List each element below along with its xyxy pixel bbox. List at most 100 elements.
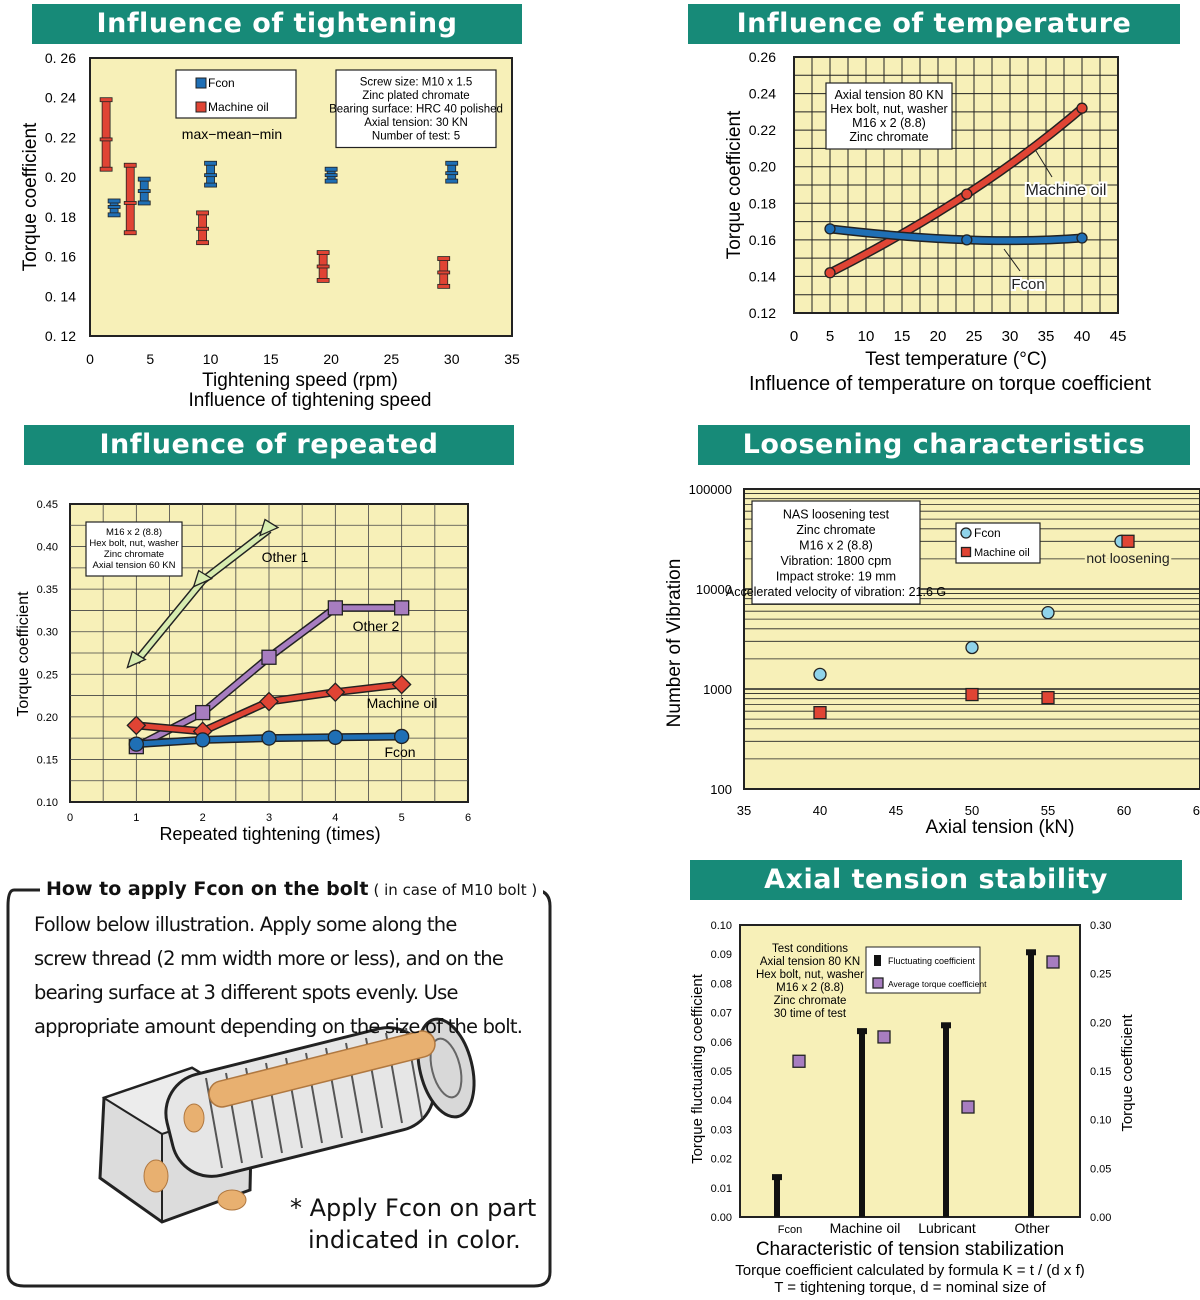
y-tick-label: 0. 24: [45, 90, 76, 106]
x-tick-label: 1: [133, 812, 139, 824]
data-point-machine-oil: [1121, 534, 1135, 548]
x-tick-label: 20: [930, 328, 947, 345]
y2-tick-label: 0.15: [1090, 1066, 1111, 1078]
data-point-machine-oil: [965, 687, 979, 702]
mean-mark: [324, 173, 338, 178]
x-tick-label: 30: [1002, 328, 1019, 345]
formula-note: Torque coefficient calculated by formula…: [735, 1262, 1084, 1279]
legend-marker: [960, 527, 972, 539]
y-axis-label: Torque coefficient: [724, 110, 745, 259]
legend-marker: [872, 977, 884, 989]
howto-title-row: How to apply Fcon on the bolt ( in case …: [40, 878, 544, 900]
x-tick-label: 35: [737, 803, 751, 818]
y-tick-label: 0. 18: [45, 209, 76, 225]
series-label-fcon: Fcon: [1011, 276, 1044, 293]
info-line: M16 x 2 (8.8): [852, 116, 926, 130]
info-line: Zinc plated chromate: [362, 90, 469, 102]
y-tick-label: 0.08: [711, 978, 732, 990]
legend-label: Machine oil: [208, 100, 269, 114]
info-line: Axial tension 80 KN: [760, 956, 860, 968]
data-point-fcon: [1041, 606, 1055, 620]
data-point: [258, 518, 280, 537]
y-tick-label: 0.05: [711, 1066, 732, 1078]
data-point: [394, 728, 410, 745]
x-tick-label: 15: [263, 351, 279, 367]
y-tick-label: 0. 22: [45, 129, 76, 145]
category-label: Machine oil: [830, 1220, 901, 1236]
y-tick-label: 0. 12: [45, 328, 76, 344]
y-tick-label: 0.40: [37, 542, 58, 554]
y2-tick-label: 0.30: [1090, 920, 1111, 932]
banner-loosening: Loosening characteristics: [698, 425, 1190, 465]
legend-marker: [960, 546, 972, 558]
y-tick-label: 0.00: [711, 1212, 732, 1224]
banner-temperature: Influence of temperature: [688, 4, 1180, 44]
y2-tick-label: 0.20: [1090, 1017, 1111, 1029]
series-label-other-1: Other 1: [262, 549, 309, 565]
y-tick-label: 0. 14: [45, 288, 76, 304]
y-tick-label: 0. 20: [45, 169, 76, 185]
y-tick-label: 0.09: [711, 949, 732, 961]
x-axis-label: Repeated tightening (times): [159, 824, 380, 844]
y-tick-label: 0.04: [711, 1095, 732, 1107]
info-box: [85, 521, 183, 577]
y-tick-label: 0.35: [37, 584, 58, 596]
data-point-machine-oil: [1041, 690, 1055, 705]
x-tick-label: 25: [384, 351, 400, 367]
data-point: [195, 704, 211, 721]
bolt-illustration: [98, 1017, 476, 1224]
info-line: Accelerated velocity of vibration: 21.6 …: [726, 585, 946, 599]
bar-fluctuating: [1028, 951, 1034, 1217]
chart-loosening: 100 1000 10000 100000 35 40 45 50 55 60 65 Axial te…: [664, 482, 1200, 838]
error-cap-max: [137, 176, 151, 182]
error-cap-min: [123, 230, 137, 236]
error-cap-min: [196, 240, 209, 246]
data-point: [126, 650, 147, 669]
info-line: Hex bolt, nut, washer: [830, 102, 947, 116]
howto-panel: How to apply Fcon on the bolt ( in case …: [6, 878, 552, 1290]
howto-note: * Apply Fcon on part indicated in color.: [290, 1192, 536, 1256]
error-cap-max: [324, 166, 338, 172]
data-point: [391, 674, 412, 695]
x-tick-label: 40: [813, 803, 827, 818]
error-cap-max: [437, 256, 451, 261]
x-tick-label: 55: [1041, 803, 1055, 818]
legend-label: Machine oil: [974, 547, 1030, 559]
x-tick-label: 25: [966, 328, 983, 345]
mean-mark: [137, 189, 151, 193]
info-line: Axial tension: 30 KN: [364, 117, 468, 129]
y-tick-label: 0.01: [711, 1183, 732, 1195]
y-tick-label: 0.03: [711, 1124, 732, 1136]
howto-note-line: * Apply Fcon on part: [290, 1194, 537, 1222]
y2-tick-label: 0.10: [1090, 1115, 1111, 1127]
annotation: max−mean−min: [182, 126, 282, 142]
error-cap-min: [316, 277, 330, 283]
error-cap-max: [445, 160, 459, 166]
howto-line: bearing surface at 3 different spots eve…: [34, 981, 458, 1004]
howto-line: Follow below illustration. Apply some al…: [34, 913, 457, 936]
info-line: M16 x 2 (8.8): [799, 539, 873, 553]
chart-temperature: 0.12 0.14 0.16 0.18 0.20 0.22 0.24 0.26 0 5 10 15 20…: [724, 49, 1151, 395]
series-label-machine-oil: Machine oil: [367, 695, 438, 711]
legend-label: Average torque coefficient: [888, 979, 987, 989]
data-point: [961, 188, 973, 200]
info-line: Hex bolt, nut, washer: [756, 969, 864, 981]
info-line: Zinc chromate: [796, 523, 875, 537]
y-tick-label: 0.30: [37, 627, 58, 639]
y-tick-label: 0.02: [711, 1154, 732, 1166]
y-tick-label: 100000: [689, 482, 732, 497]
x-tick-label: 10: [858, 328, 875, 345]
info-line: Hex bolt, nut, washer: [89, 538, 178, 549]
data-point: [128, 736, 144, 752]
info-line: Screw size: M10 x 1.5: [360, 77, 472, 89]
howto-note-line: indicated in color.: [308, 1226, 521, 1254]
x-tick-label: 45: [1110, 328, 1127, 345]
info-line: 30 time of test: [774, 1008, 847, 1020]
x-tick-label: 0: [86, 351, 94, 367]
chart-tightening: 0. 12 0. 14 0. 16 0. 18 0. 20 0. 22 0. 24 0. 26…: [20, 50, 520, 411]
info-line: Zinc chromate: [849, 130, 928, 144]
y-axis-label: Torque coefficient: [15, 591, 32, 717]
y-tick-label: 0.10: [711, 920, 732, 932]
mean-mark: [107, 205, 121, 209]
data-point: [327, 729, 343, 745]
